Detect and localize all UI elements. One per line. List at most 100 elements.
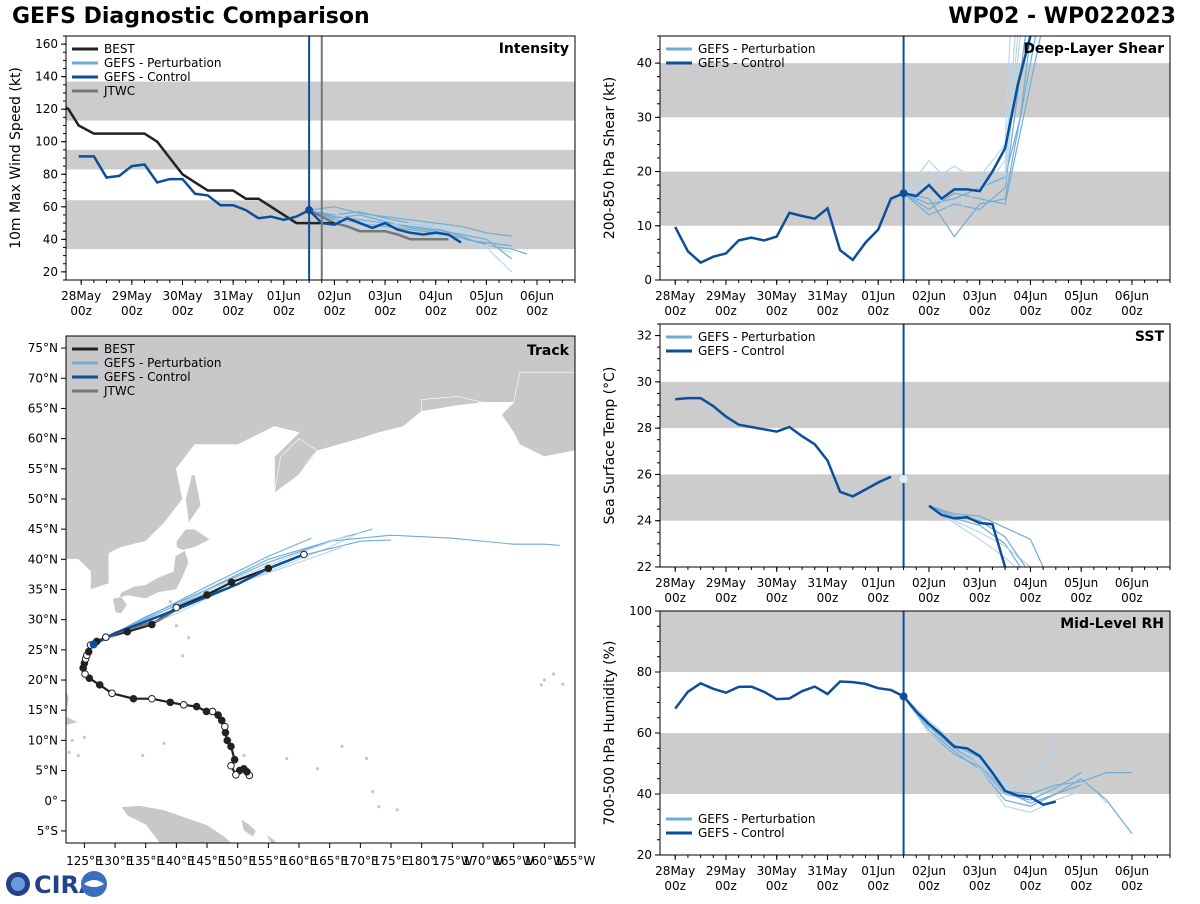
x-tick-label: 01Jun xyxy=(861,864,895,878)
x-tick-label: 02Jun xyxy=(317,289,351,303)
shaded-band xyxy=(66,81,575,121)
shaded-band xyxy=(660,63,1170,118)
x-tick-label: 00z xyxy=(121,304,143,318)
jtwc-line xyxy=(308,208,449,241)
island xyxy=(377,805,381,809)
x-tick-label: 31May xyxy=(807,864,847,878)
perturbation-line xyxy=(928,505,1021,567)
panel-title: Mid-Level RH xyxy=(1060,616,1164,632)
best-track-point xyxy=(208,707,217,716)
best-track xyxy=(82,553,305,777)
y-tick-label: 40 xyxy=(637,56,652,70)
x-tick-label: 31May xyxy=(807,576,847,590)
x-tick-label: 00z xyxy=(1020,304,1042,318)
y-tick-label: 40 xyxy=(637,787,652,801)
x-tick-label: 04Jun xyxy=(1013,576,1047,590)
plot-area xyxy=(660,324,1170,567)
x-tick-label: 01Jun xyxy=(267,289,301,303)
lat-tick-label: 5°S xyxy=(37,824,58,838)
lat-tick-label: 30°N xyxy=(28,613,58,627)
x-tick-label: 06Jun xyxy=(520,289,554,303)
y-tick-label: 20 xyxy=(637,848,652,862)
shaded-band xyxy=(66,149,575,170)
y-axis-label: 700-500 hPa Humidity (%) xyxy=(602,641,618,826)
island xyxy=(340,744,344,749)
y-tick-label: 100 xyxy=(629,604,652,618)
lon-tick-label: 160°E xyxy=(281,854,318,868)
control-line xyxy=(674,36,1032,265)
x-tick-label: 00z xyxy=(324,304,346,318)
x-tick-label: 00z xyxy=(766,304,788,318)
best-track-point xyxy=(148,694,156,703)
lon-tick-label: 165°E xyxy=(311,854,348,868)
x-tick-label: 02Jun xyxy=(912,576,946,590)
best-track-point xyxy=(264,564,273,573)
best-track-point xyxy=(84,647,93,656)
best-track-point xyxy=(227,761,235,770)
lon-tick-label: 175°W xyxy=(432,854,473,868)
shaded-band xyxy=(660,381,1170,429)
figure-title: GEFS Diagnostic Comparison xyxy=(12,4,370,29)
y-tick-label: 22 xyxy=(637,560,652,574)
island xyxy=(162,741,166,746)
y-tick-label: 32 xyxy=(637,329,652,343)
y-tick-label: 100 xyxy=(35,135,58,149)
x-tick-label: 29May xyxy=(706,864,746,878)
cira-wave-icon xyxy=(84,880,104,887)
x-tick-label: 29May xyxy=(706,576,746,590)
lon-tick-label: 180° xyxy=(407,854,436,868)
best-track-point xyxy=(202,707,211,716)
legend-label: GEFS - Perturbation xyxy=(698,330,815,344)
lat-tick-label: 45°N xyxy=(28,522,58,536)
x-tick-label: 00z xyxy=(715,879,737,893)
x-tick-label: 29May xyxy=(112,289,152,303)
best-track-point xyxy=(232,770,240,779)
x-tick-label: 00z xyxy=(1070,879,1092,893)
island xyxy=(187,636,191,640)
y-tick-label: 80 xyxy=(43,167,58,181)
best-track-point xyxy=(214,711,222,719)
x-tick-label: 30May xyxy=(757,289,797,303)
lat-tick-label: 15°N xyxy=(28,703,58,717)
lon-tick-label: 160°W xyxy=(524,854,565,868)
best-track-point xyxy=(192,702,201,711)
x-tick-label: 00z xyxy=(969,879,991,893)
legend-label: JTWC xyxy=(103,384,135,398)
lon-tick-label: 135°E xyxy=(127,854,164,868)
lat-tick-label: 50°N xyxy=(28,492,58,506)
axes-frame xyxy=(659,323,1171,568)
island xyxy=(285,756,289,761)
perturbation-line xyxy=(308,209,512,244)
x-tick-label: 04Jun xyxy=(1013,864,1047,878)
perturbation-line xyxy=(903,36,1037,238)
kamchatka-coast-land xyxy=(421,396,484,412)
best-track-point xyxy=(172,603,181,612)
x-tick-label: 00z xyxy=(425,304,447,318)
x-tick-label: 00z xyxy=(476,304,498,318)
x-tick-label: 03Jun xyxy=(368,289,402,303)
lon-tick-label: 170°E xyxy=(342,854,379,868)
x-tick-label: 00z xyxy=(1020,879,1042,893)
island xyxy=(141,753,145,758)
x-tick-label: 00z xyxy=(969,591,991,605)
panel-shear: 01020304028May00z29May00z30May00z31May00… xyxy=(602,35,1171,318)
best-track-point xyxy=(166,698,175,707)
panel-title: Track xyxy=(527,343,570,359)
x-tick-label: 00z xyxy=(918,591,940,605)
x-tick-label: 00z xyxy=(918,304,940,318)
best-track-point xyxy=(230,755,239,764)
lon-tick-label: 140°E xyxy=(158,854,195,868)
x-tick-label: 00z xyxy=(1121,304,1143,318)
perturbation-line xyxy=(928,505,1026,567)
x-tick-label: 00z xyxy=(715,304,737,318)
lon-tick-label: 155°E xyxy=(250,854,287,868)
y-tick-label: 0 xyxy=(644,273,652,287)
island xyxy=(174,624,178,628)
x-tick-label: 00z xyxy=(817,879,839,893)
best-track-point xyxy=(95,681,104,689)
x-tick-label: 03Jun xyxy=(963,289,997,303)
perturbation-line xyxy=(903,36,1026,216)
x-tick-label: 00z xyxy=(1121,879,1143,893)
x-tick-label: 28May xyxy=(655,864,695,878)
init-marker xyxy=(899,475,908,484)
